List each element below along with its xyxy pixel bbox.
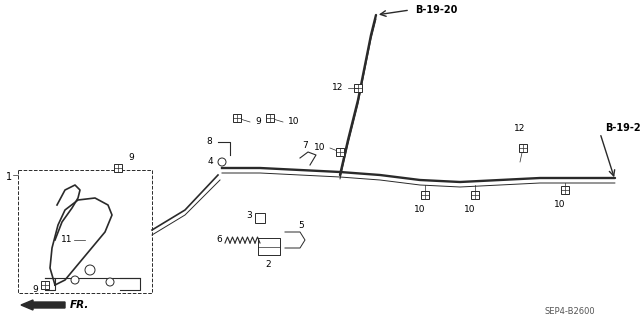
Bar	[41, 281, 49, 289]
Text: B-19-20: B-19-20	[605, 123, 640, 133]
Text: 11: 11	[61, 236, 72, 244]
Text: 5: 5	[298, 220, 304, 229]
Bar	[471, 191, 479, 199]
Circle shape	[71, 276, 79, 284]
Bar	[354, 84, 362, 92]
Bar	[233, 114, 241, 122]
Text: SEP4-B2600: SEP4-B2600	[545, 308, 595, 316]
Bar	[336, 148, 344, 156]
Text: 3: 3	[246, 211, 252, 220]
Text: 6: 6	[216, 236, 222, 244]
Text: FR.: FR.	[70, 300, 90, 310]
Text: 10: 10	[464, 205, 476, 214]
Text: 12: 12	[515, 124, 525, 133]
Bar	[114, 164, 122, 172]
Circle shape	[85, 265, 95, 275]
Circle shape	[218, 158, 226, 166]
Text: 10: 10	[554, 200, 566, 209]
Text: B-19-20: B-19-20	[415, 5, 458, 15]
Text: 10: 10	[414, 205, 426, 214]
Text: 10: 10	[314, 143, 325, 153]
Text: 9: 9	[255, 116, 260, 125]
Circle shape	[106, 278, 114, 286]
Bar	[421, 191, 429, 199]
Text: 9: 9	[128, 154, 134, 163]
FancyArrow shape	[21, 300, 65, 310]
Bar	[561, 186, 569, 194]
Text: 9: 9	[32, 285, 38, 294]
Text: 4: 4	[207, 157, 213, 166]
Text: 10: 10	[288, 116, 300, 125]
Text: 2: 2	[265, 260, 271, 269]
Bar	[266, 114, 274, 122]
Text: 8: 8	[206, 138, 212, 147]
Text: 1: 1	[6, 172, 12, 182]
Bar	[255, 213, 265, 223]
Text: 12: 12	[332, 84, 343, 92]
Text: 7: 7	[302, 141, 308, 150]
Bar	[519, 144, 527, 152]
